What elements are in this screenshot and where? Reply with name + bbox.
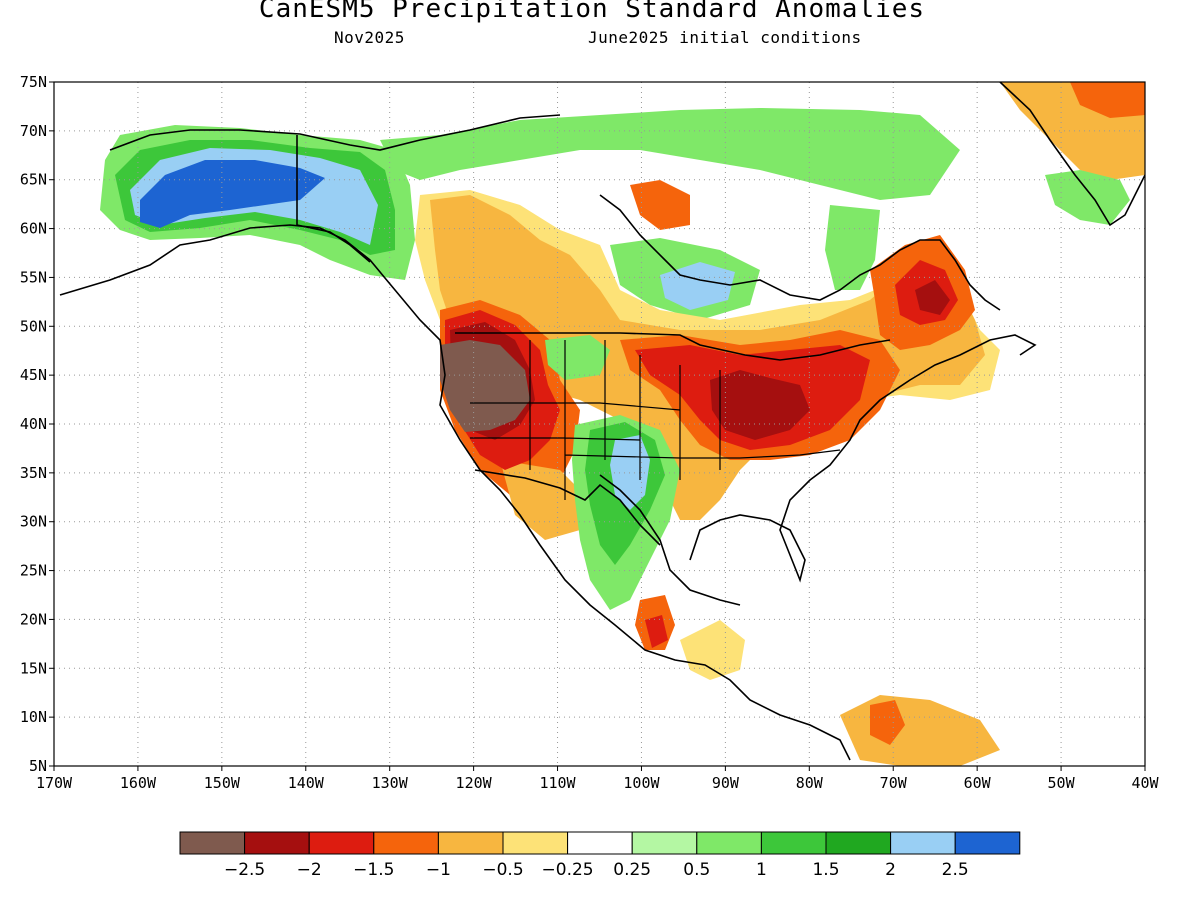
- colorbar-label: −2.5: [224, 860, 265, 880]
- anomaly-canada-orange-north: [630, 180, 690, 230]
- lon-tick-label: 50W: [1048, 774, 1076, 792]
- colorbar-swatch: [179, 831, 246, 855]
- lon-tick-label: 70W: [880, 774, 908, 792]
- lon-tick-label: 160W: [120, 774, 157, 792]
- lon-tick-label: 110W: [539, 774, 576, 792]
- colorbar-swatch: [825, 831, 892, 855]
- lon-tick-label: 40W: [1131, 774, 1159, 792]
- border-alaska-canada: [296, 135, 371, 263]
- coastlines: [59, 82, 1145, 761]
- colorbar-swatch: [373, 831, 439, 855]
- colorbar-label: 0.5: [683, 860, 710, 880]
- anomaly-mexico-red: [645, 615, 668, 648]
- border-us-mexico: [474, 469, 661, 546]
- map-axes: 170W 160W 150W 140W 130W 120W 110W 100W 90W 80W 70…: [20, 73, 1160, 792]
- colorbar-label: 1: [756, 860, 767, 880]
- lat-tick-label: 30N: [20, 513, 47, 531]
- colorbar-label: −1: [426, 860, 451, 880]
- colorbar-swatch: [760, 831, 827, 855]
- colorbar-label: 2: [885, 860, 896, 880]
- coastline-north-america: [59, 82, 1145, 761]
- anomaly-quebec-darkred: [915, 280, 950, 315]
- lon-tick-label: 130W: [372, 774, 409, 792]
- colorbar-label: −0.25: [542, 860, 594, 880]
- anomaly-greenland-green: [1045, 170, 1130, 225]
- colorbar-label: −1.5: [353, 860, 394, 880]
- border-us-canada: [455, 332, 891, 361]
- lon-tick-label: 90W: [712, 774, 740, 792]
- lon-tick-label: 150W: [204, 774, 241, 792]
- lat-tick-label: 25N: [20, 562, 47, 580]
- colorbar: −2.5 −2 −1.5 −1 −0.5 −0.25 0.25 0.5 1 1.5 2 2.5: [179, 831, 1021, 880]
- colorbar-swatch: [890, 831, 956, 855]
- lon-tick-label: 100W: [623, 774, 660, 792]
- lat-tick-label: 40N: [20, 415, 47, 433]
- colorbar-label: 0.25: [613, 860, 651, 880]
- lat-tick-label: 65N: [20, 171, 47, 189]
- colorbar-swatch: [437, 831, 504, 855]
- lat-tick-label: 50N: [20, 317, 47, 335]
- lon-tick-label: 140W: [288, 774, 325, 792]
- colorbar-swatch: [308, 831, 375, 855]
- lon-tick-label: 170W: [36, 774, 73, 792]
- anomaly-labrador-green: [825, 205, 880, 290]
- colorbar-swatch: [631, 831, 698, 855]
- anomaly-west-brown: [440, 340, 530, 432]
- anomaly-field: [100, 82, 1145, 766]
- map-title: CanESM5 Precipitation Standard Anomalies: [258, 0, 926, 24]
- colorbar-swatch: [567, 831, 633, 855]
- lon-tick-label: 80W: [796, 774, 824, 792]
- colorbar-label: 1.5: [812, 860, 839, 880]
- lat-tick-label: 15N: [20, 659, 47, 677]
- lat-tick-label: 75N: [20, 73, 47, 91]
- forecast-month: Nov2025: [334, 28, 405, 47]
- colorbar-label: 2.5: [942, 860, 969, 880]
- anomaly-alaska-blue: [140, 160, 325, 228]
- colorbar-label: −0.5: [482, 860, 523, 880]
- anomaly-central-america-yellow: [680, 620, 745, 680]
- colorbar-swatch: [696, 831, 762, 855]
- lat-tick-label: 20N: [20, 610, 47, 628]
- lat-tick-label: 60N: [20, 220, 47, 238]
- anomaly-east-darkred: [710, 370, 810, 440]
- lon-tick-label: 120W: [456, 774, 493, 792]
- lat-tick-label: 45N: [20, 366, 47, 384]
- colorbar-swatch: [502, 831, 569, 855]
- anomaly-montana-green: [545, 335, 610, 380]
- lon-tick-label: 60W: [964, 774, 992, 792]
- lat-tick-label: 70N: [20, 122, 47, 140]
- border-us-states: [470, 340, 841, 500]
- graticule: [54, 82, 1145, 766]
- colorbar-label: −2: [297, 860, 322, 880]
- anomaly-venezuela-orange: [870, 700, 905, 745]
- lat-tick-label: 5N: [29, 757, 47, 775]
- colorbar-swatch: [954, 831, 1021, 855]
- initial-conditions: June2025 initial conditions: [588, 28, 862, 47]
- anomaly-greenland-orange: [1070, 82, 1145, 118]
- colorbar-swatch: [244, 831, 310, 855]
- lat-tick-label: 10N: [20, 708, 47, 726]
- lat-tick-label: 35N: [20, 464, 47, 482]
- lat-tick-label: 55N: [20, 268, 47, 286]
